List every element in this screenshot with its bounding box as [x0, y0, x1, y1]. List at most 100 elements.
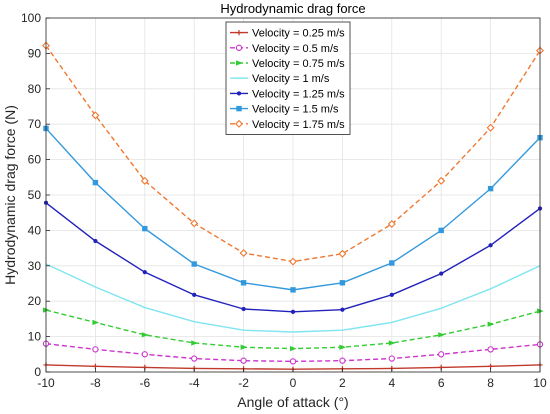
- x-tick-label: -8: [90, 376, 101, 390]
- series-line: [45, 342, 541, 363]
- data-point: [438, 227, 444, 234]
- data-point: [93, 238, 98, 244]
- data-point: [142, 270, 147, 275]
- y-tick-label: 60: [28, 153, 42, 167]
- data-point: [487, 185, 494, 192]
- data-point: [437, 176, 446, 185]
- data-point: [339, 357, 346, 364]
- legend-marker: [235, 119, 243, 128]
- data-point: [339, 280, 346, 286]
- y-axis: 0 10 20 30 40 50 60 70 80 90 100: [21, 11, 50, 379]
- legend: Velocity = 0.25 m/s Velocity = 0.5 m/s Vel…: [225, 21, 351, 135]
- data-point: [338, 249, 347, 258]
- data-point: [191, 261, 197, 267]
- data-point: [487, 321, 495, 327]
- legend-label: Velocity = 0.75 m/s: [252, 58, 345, 70]
- data-point: [142, 225, 148, 232]
- data-point: [240, 357, 247, 364]
- legend-marker: [236, 30, 242, 36]
- y-tick-label: 90: [28, 46, 42, 60]
- legend-marker: [236, 105, 242, 112]
- series-3: [43, 307, 544, 352]
- legend-item: Velocity = 1.25 m/s: [230, 88, 345, 100]
- x-tick-label: 8: [487, 376, 494, 390]
- x-tick-label: -2: [238, 376, 249, 390]
- data-point: [240, 344, 248, 350]
- data-point: [339, 344, 347, 350]
- data-point: [389, 260, 395, 266]
- chart-title: Hydrodynamic drag force: [220, 1, 365, 16]
- legend-item: Velocity = 1.5 m/s: [230, 104, 339, 116]
- data-point: [91, 111, 100, 120]
- data-point: [191, 340, 198, 346]
- legend-item: Velocity = 0.5 m/s: [230, 43, 339, 55]
- legend-item: Velocity = 1 m/s: [230, 73, 330, 85]
- data-point: [140, 176, 149, 185]
- data-point: [92, 319, 100, 326]
- data-point: [290, 345, 297, 352]
- data-point: [141, 332, 149, 338]
- series-line: [45, 263, 541, 333]
- legend-label: Velocity = 1.25 m/s: [252, 88, 345, 100]
- y-tick-label: 100: [21, 11, 41, 25]
- x-tick-label: 4: [388, 376, 395, 390]
- data-point: [389, 292, 394, 297]
- data-point: [190, 219, 199, 228]
- data-point: [340, 307, 345, 312]
- y-axis-label: Hydrodynamic drag force (N): [2, 105, 18, 285]
- data-point: [141, 351, 148, 358]
- data-point: [92, 179, 99, 186]
- data-point: [192, 292, 197, 297]
- data-point: [290, 309, 296, 314]
- data-point: [239, 249, 248, 258]
- legend-label: Velocity = 1.5 m/s: [252, 104, 339, 116]
- x-axis-label: Angle of attack (°): [237, 394, 348, 410]
- legend-item: Velocity = 0.75 m/s: [230, 58, 345, 70]
- legend-label: Velocity = 0.25 m/s: [252, 28, 345, 40]
- y-tick-label: 80: [28, 82, 42, 96]
- data-point: [241, 306, 246, 312]
- data-point: [438, 351, 445, 358]
- legend-marker: [235, 44, 243, 51]
- data-point: [289, 257, 297, 266]
- data-point: [438, 332, 445, 338]
- y-tick-label: 20: [28, 294, 42, 308]
- x-tick-label: -10: [37, 376, 55, 390]
- data-point: [488, 243, 493, 248]
- y-tick-label: 10: [28, 330, 42, 344]
- legend-marker: [236, 60, 243, 66]
- data-point: [486, 123, 495, 132]
- x-tick-label: 2: [339, 376, 346, 390]
- data-point: [388, 355, 395, 362]
- legend-label: Velocity = 1 m/s: [252, 73, 330, 85]
- y-tick-label: 70: [28, 117, 42, 131]
- legend-item: Velocity = 1.75 m/s: [230, 119, 345, 131]
- x-tick-label: 10: [533, 376, 547, 390]
- data-point: [387, 220, 396, 229]
- data-point: [290, 287, 296, 293]
- data-point: [191, 355, 198, 362]
- series-layer: [42, 41, 544, 372]
- x-tick-label: -4: [189, 376, 200, 390]
- x-tick-label: 6: [438, 376, 445, 390]
- x-tick-label: -6: [139, 376, 150, 390]
- data-point: [289, 358, 297, 365]
- data-point: [439, 271, 444, 276]
- series-5: [43, 200, 543, 314]
- x-tick-label: 0: [290, 376, 297, 390]
- data-point: [92, 346, 99, 353]
- data-point: [240, 280, 247, 286]
- y-tick-label: 0: [34, 365, 41, 379]
- data-point: [388, 340, 396, 346]
- y-tick-label: 50: [28, 188, 42, 202]
- y-tick-label: 40: [28, 223, 42, 237]
- data-point: [487, 346, 494, 353]
- legend-marker: [236, 91, 242, 96]
- y-tick-label: 30: [28, 259, 42, 273]
- legend-label: Velocity = 1.75 m/s: [252, 119, 345, 131]
- legend-item: Velocity = 0.25 m/s: [230, 28, 345, 40]
- series-4: [45, 263, 541, 333]
- legend-label: Velocity = 0.5 m/s: [252, 43, 339, 55]
- x-axis: -10 -8 -6 -4 -2 0 2 4 6 8 10: [37, 368, 547, 390]
